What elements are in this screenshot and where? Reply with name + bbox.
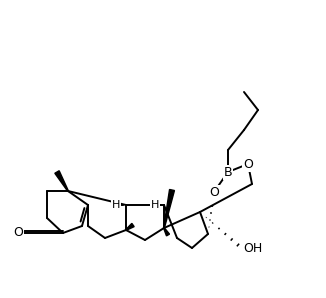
Text: O: O: [209, 185, 219, 198]
Polygon shape: [164, 190, 174, 228]
Polygon shape: [55, 171, 68, 191]
Text: OH: OH: [243, 241, 262, 254]
Polygon shape: [126, 224, 134, 230]
Text: O: O: [13, 226, 23, 240]
Text: B: B: [224, 165, 232, 179]
Text: H: H: [151, 200, 159, 210]
Text: O: O: [243, 158, 253, 170]
Polygon shape: [164, 228, 170, 236]
Text: H: H: [112, 200, 120, 210]
